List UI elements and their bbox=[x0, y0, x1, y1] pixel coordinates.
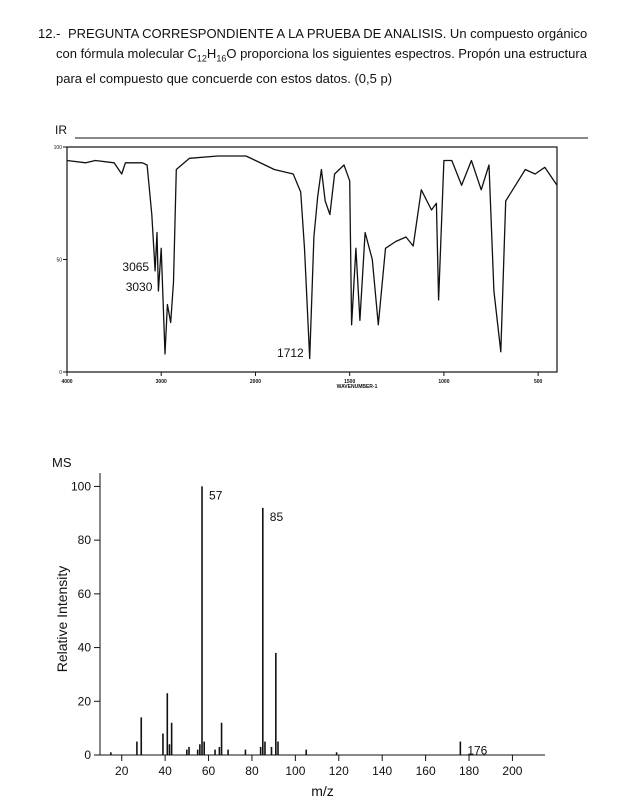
y-tick-label: 50 bbox=[56, 258, 62, 264]
x-tick-label: 2000 bbox=[250, 379, 261, 385]
chart-title: IR bbox=[55, 123, 67, 137]
peak-annotation: 3065 bbox=[122, 260, 149, 274]
x-tick-label: 3000 bbox=[156, 379, 167, 385]
x-tick-label: 100 bbox=[285, 764, 305, 778]
x-tick-label: 180 bbox=[459, 764, 479, 778]
x-tick-label: 4000 bbox=[61, 379, 72, 385]
y-tick-label: 100 bbox=[71, 479, 91, 493]
x-tick-label: 1500 bbox=[344, 379, 355, 385]
text: proporciona los siguientes espectros. Pr… bbox=[56, 46, 587, 86]
formula-sub: 12 bbox=[196, 53, 207, 64]
y-tick-label: 0 bbox=[59, 370, 62, 376]
peak-label: 176 bbox=[467, 744, 487, 758]
formula-sub: 16 bbox=[216, 53, 227, 64]
x-tick-label: 60 bbox=[202, 764, 216, 778]
y-tick-label: 20 bbox=[78, 694, 92, 708]
x-axis-label: m/z bbox=[311, 783, 334, 799]
y-tick-label: 80 bbox=[78, 533, 92, 547]
spectrum-line bbox=[66, 155, 558, 360]
peak-label: 85 bbox=[270, 510, 284, 524]
x-tick-label: 80 bbox=[245, 764, 259, 778]
peak-annotation: 3030 bbox=[126, 280, 153, 294]
x-tick-label: 200 bbox=[502, 764, 522, 778]
y-tick-label: 100 bbox=[54, 145, 63, 151]
formula-part: O bbox=[226, 46, 237, 61]
chart-title: MS bbox=[52, 455, 72, 470]
x-axis-label: WAVENUMBER-1 bbox=[337, 384, 378, 390]
x-tick-label: 140 bbox=[372, 764, 392, 778]
x-tick-label: 20 bbox=[115, 764, 129, 778]
formula-part: H bbox=[206, 46, 217, 61]
y-tick-label: 0 bbox=[84, 748, 91, 762]
question: 12.- PREGUNTA CORRESPONDIENTE A LA PRUEB… bbox=[38, 24, 590, 89]
peak-label: 57 bbox=[209, 488, 223, 502]
x-tick-label: 1000 bbox=[438, 379, 449, 385]
x-tick-label: 160 bbox=[416, 764, 436, 778]
peak-annotation: 1712 bbox=[277, 346, 304, 360]
y-axis-label: Relative Intensity bbox=[54, 566, 70, 673]
text: PREGUNTA CORRESPONDIENTE A LA PRUEBA DE … bbox=[56, 26, 588, 61]
formula-part: C bbox=[187, 46, 197, 61]
y-tick-label: 40 bbox=[78, 641, 92, 655]
x-tick-label: 120 bbox=[329, 764, 349, 778]
question-text: PREGUNTA CORRESPONDIENTE A LA PRUEBA DE … bbox=[38, 24, 590, 89]
formula: C12H16O bbox=[187, 46, 237, 64]
y-tick-label: 60 bbox=[78, 587, 92, 601]
x-tick-label: 40 bbox=[158, 764, 172, 778]
question-number: 12.- bbox=[38, 26, 61, 41]
x-tick-label: 500 bbox=[534, 379, 543, 385]
